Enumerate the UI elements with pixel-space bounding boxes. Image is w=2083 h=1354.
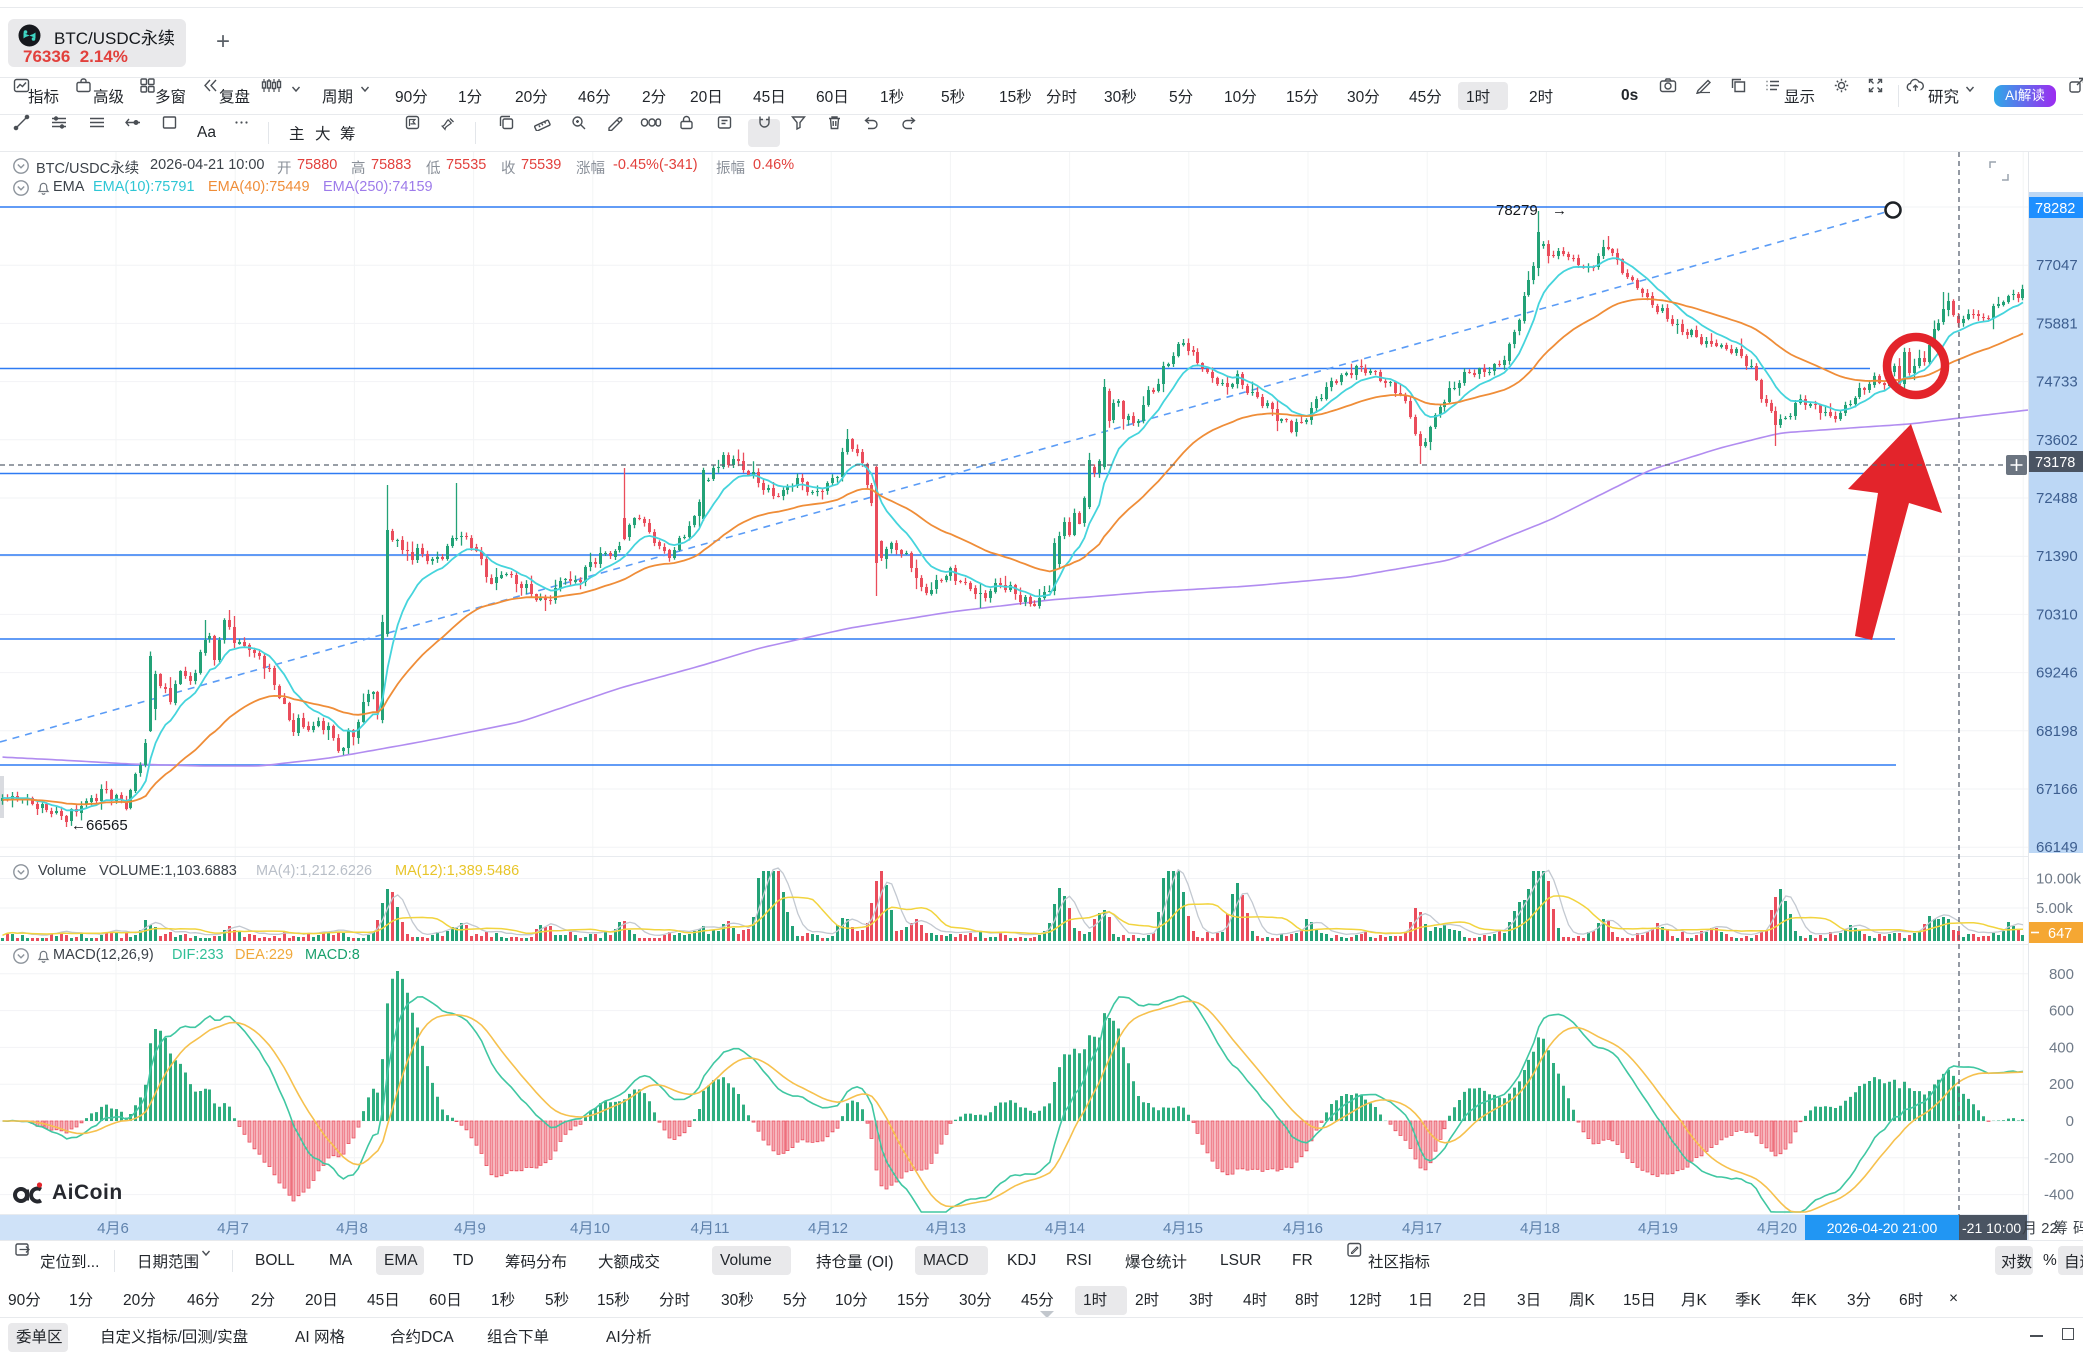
svg-text:4月19: 4月19 [1638,1220,1678,1237]
svg-text:78279: 78279 [1496,202,1538,219]
svg-text:-400: -400 [2044,1187,2074,1204]
svg-text:4月17: 4月17 [1402,1220,1442,1237]
svg-text:4月10: 4月10 [570,1220,610,1237]
svg-text:74733: 74733 [2036,374,2078,391]
svg-text:4月15: 4月15 [1163,1220,1203,1237]
svg-text:月 22: 月 22 [2022,1220,2058,1237]
svg-text:10.00k: 10.00k [2036,871,2082,888]
svg-text:800: 800 [2049,966,2074,983]
svg-text:400: 400 [2049,1039,2074,1056]
svg-text:4月9: 4月9 [454,1220,486,1237]
svg-text:→: → [1552,202,1567,219]
svg-text:600: 600 [2049,1003,2074,1020]
svg-text:70310: 70310 [2036,606,2078,623]
svg-text:66149: 66149 [2036,839,2078,856]
svg-text:2026-04-20 21:00: 2026-04-20 21:00 [1827,1220,1938,1236]
svg-text:4月16: 4月16 [1283,1220,1323,1237]
svg-text:←: ← [71,817,86,834]
svg-text:0: 0 [2066,1113,2074,1130]
svg-text:4月20: 4月20 [1757,1220,1797,1237]
svg-text:4月14: 4月14 [1045,1220,1085,1237]
svg-text:647: 647 [2048,926,2072,942]
svg-text:-21 10:00: -21 10:00 [1962,1220,2021,1236]
svg-text:4月11: 4月11 [691,1220,730,1237]
svg-text:4月8: 4月8 [336,1220,368,1237]
svg-text:68198: 68198 [2036,723,2078,740]
svg-text:4月13: 4月13 [926,1220,966,1237]
svg-text:4月12: 4月12 [808,1220,848,1237]
svg-text:75881: 75881 [2036,315,2078,332]
svg-text:67166: 67166 [2036,781,2078,798]
svg-text:66565: 66565 [86,817,128,834]
svg-text:73178: 73178 [2035,455,2075,471]
svg-text:码: 码 [2073,1220,2083,1237]
svg-text:73602: 73602 [2036,432,2078,449]
svg-text:4月6: 4月6 [97,1220,129,1237]
svg-text:69246: 69246 [2036,665,2078,682]
svg-text:-200: -200 [2044,1150,2074,1167]
svg-text:4月7: 4月7 [217,1220,249,1237]
svg-text:72488: 72488 [2036,490,2078,507]
svg-text:78282: 78282 [2035,201,2075,217]
svg-text:77047: 77047 [2036,257,2078,274]
svg-text:5.00k: 5.00k [2036,900,2073,917]
svg-text:筹: 筹 [2053,1220,2068,1237]
svg-text:4月18: 4月18 [1520,1220,1560,1237]
svg-text:71390: 71390 [2036,548,2078,565]
svg-text:200: 200 [2049,1076,2074,1093]
